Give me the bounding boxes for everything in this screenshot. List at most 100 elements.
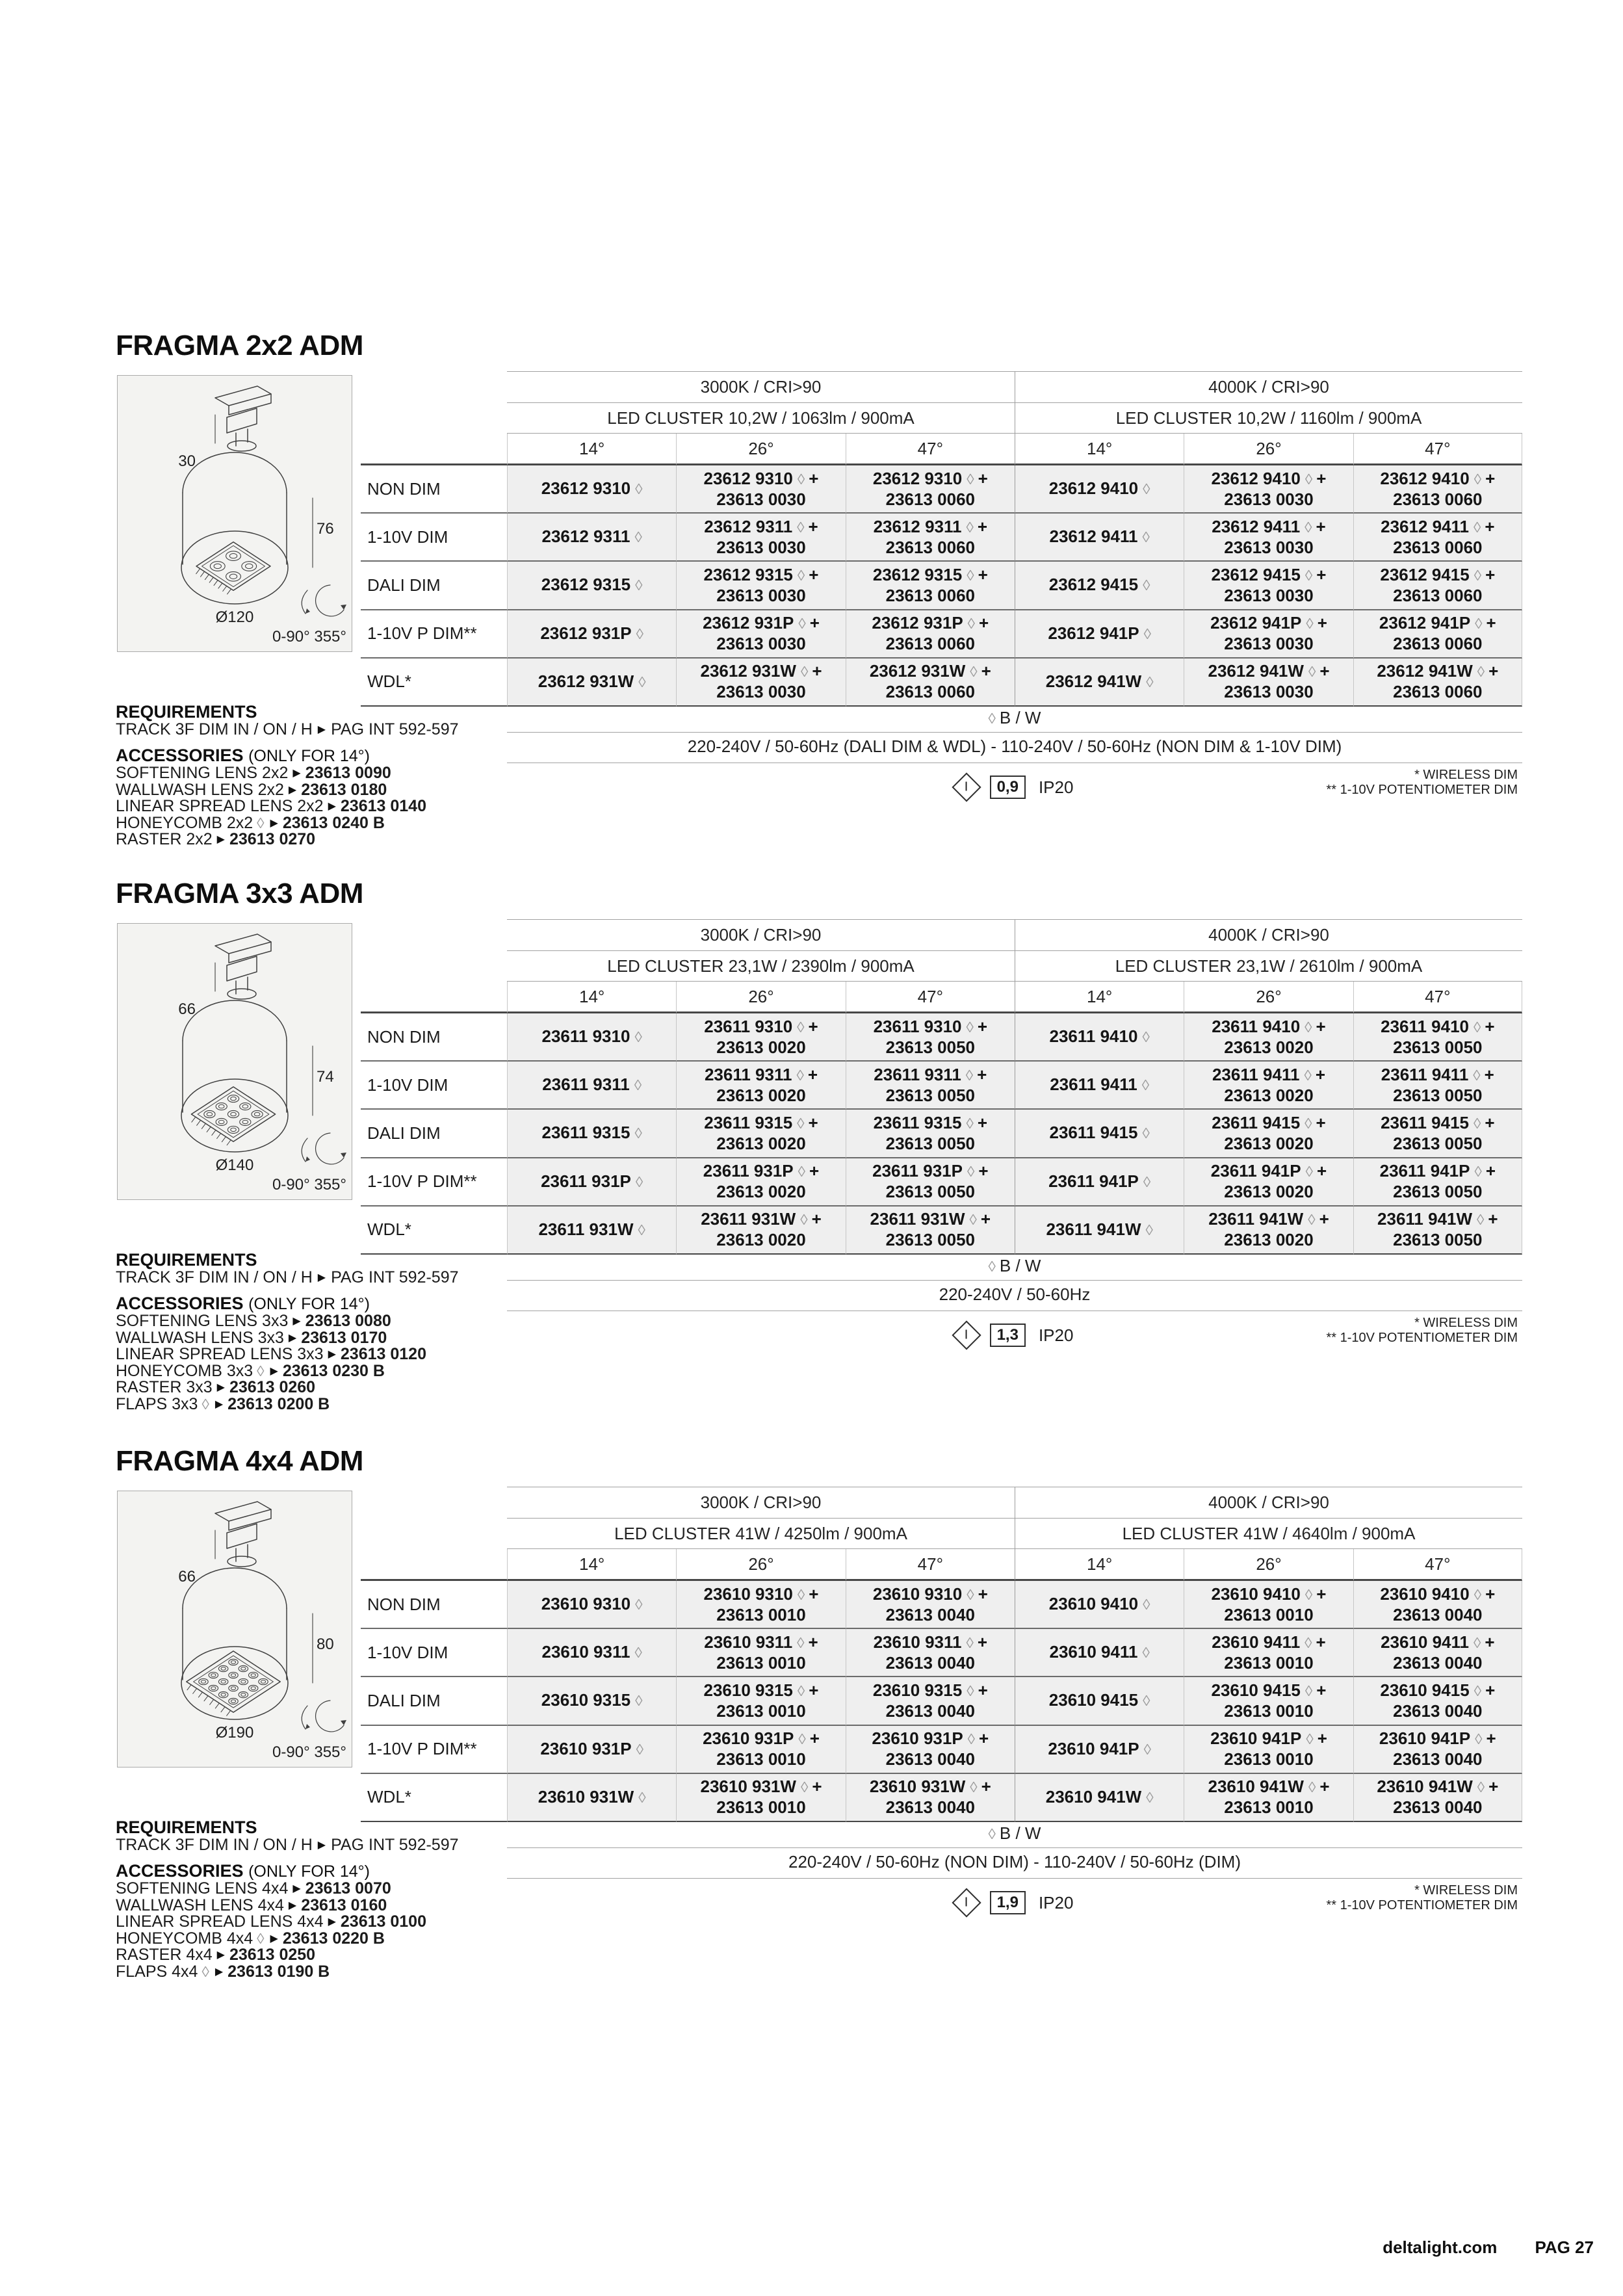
color-variant-diamond-icon: ◊ (967, 1163, 975, 1181)
order-code-cell: 23612 9411 ◊ +23613 0060 (1353, 514, 1522, 562)
code-line: 23611 9410 ◊ (1050, 1026, 1150, 1047)
order-code: 23610 9415 (1380, 1680, 1470, 1700)
accessory-code-line: 23613 0010 (1224, 1605, 1313, 1625)
color-variant-diamond-icon: ◊ (796, 1066, 804, 1084)
text: DALI DIM (367, 1123, 441, 1143)
product-diagram: 66 80 Ø190 0-90° 355° (117, 1491, 352, 1768)
voltage-note: 220-240V / 50-60Hz (507, 1285, 1522, 1305)
code-line: 23611 941W ◊ + (1377, 1209, 1498, 1230)
order-code-cell: 23611 941W ◊ (1015, 1206, 1184, 1255)
order-code-cell: 23610 931W ◊ +23613 0010 (676, 1773, 846, 1822)
accessory-order-code: 23613 0270 (229, 830, 316, 849)
beam-angle-header: 47° (845, 982, 1015, 1013)
order-code: 23612 9310 (872, 468, 963, 488)
text: 4000K / CRI>90 (1208, 1493, 1329, 1512)
code-line: 23611 941W ◊ (1046, 1220, 1152, 1240)
plus-sign: + (979, 613, 989, 633)
accessory-label: RASTER 4x4 (116, 1946, 213, 1964)
order-code-cell: 23610 941W ◊ +23613 0040 (1353, 1773, 1522, 1822)
order-code: 23611 931P (703, 1161, 794, 1181)
plus-sign: + (1485, 1016, 1495, 1036)
accessory-label: LINEAR SPREAD LENS 3x3 (116, 1345, 324, 1364)
accessory-label: SOFTENING LENS 3x3 (116, 1312, 289, 1330)
code-line: 23610 9410 ◊ + (1380, 1584, 1495, 1605)
voltage-note: 220-240V / 50-60Hz (DALI DIM & WDL) - 11… (507, 737, 1522, 757)
code-line: 23610 931P ◊ + (703, 1729, 820, 1749)
row-label: NON DIM (361, 1013, 507, 1062)
accessory-code: 23613 0040 (885, 1749, 976, 1769)
order-code: 23612 9311 (873, 516, 962, 536)
accessory-code: 23613 0060 (885, 682, 976, 702)
code-line: 23612 931W ◊ + (700, 661, 822, 682)
color-variant-diamond-icon: ◊ (800, 663, 809, 681)
order-code-cell: 23610 941P ◊ (1015, 1725, 1184, 1774)
accessory-order-code: 23613 0080 (305, 1312, 391, 1330)
accessory-code: 23613 0050 (885, 1230, 976, 1250)
row-label: WDL* (361, 1206, 507, 1255)
row-label: NON DIM (361, 1581, 507, 1630)
accessory-code: 23613 0010 (716, 1652, 806, 1673)
code-line: 23610 9415 ◊ + (1212, 1680, 1327, 1701)
order-code: 23612 9411 (1381, 516, 1470, 536)
text: 1-10V DIM (367, 527, 448, 547)
order-code-cell: 23612 9415 ◊ +23613 0030 (1184, 562, 1353, 610)
color-variant-diamond-icon: ◊ (634, 1028, 642, 1046)
section-title: FRAGMA 4x4 ADM (116, 1445, 363, 1477)
spacer (361, 371, 507, 403)
order-code: 23610 9315 (541, 1690, 631, 1710)
accessory-code: 23613 0050 (1393, 1182, 1483, 1202)
accessory-label: RASTER 3x3 (116, 1378, 213, 1397)
accessory-item: WALLWASH LENS 3x3 ▶ 23613 0170 (116, 1329, 459, 1347)
plus-sign: + (977, 1632, 988, 1652)
website-link[interactable]: deltalight.com (1383, 2237, 1498, 2257)
color-temp-header-right: 4000K / CRI>90 (1015, 919, 1522, 951)
order-code: 23611 941P (1048, 1171, 1139, 1191)
weight-kg: 0,9 (996, 778, 1019, 796)
code-line: 23612 9310 ◊ + (873, 469, 988, 489)
accessory-order-code: 23613 0230 B (282, 1361, 385, 1380)
accessory-code-line: 23613 0060 (886, 634, 975, 654)
color-variant-diamond-icon: ◊ (1474, 518, 1481, 536)
color-variant-diamond-icon: ◊ (1143, 577, 1150, 594)
order-code: 23611 9411 (1050, 1075, 1137, 1095)
rotation-range-label: 0-90° 355° (272, 1743, 346, 1761)
row-label: NON DIM (361, 465, 507, 514)
order-code: 23611 9310 (873, 1016, 962, 1036)
weight-kg: 1,3 (996, 1326, 1019, 1344)
order-code-cell: 23611 9415 ◊ +23613 0050 (1353, 1110, 1522, 1158)
accessory-item: LINEAR SPREAD LENS 2x2 ▶ 23613 0140 (116, 798, 459, 815)
code-line: 23611 9415 ◊ (1050, 1123, 1150, 1143)
accessory-code: 23613 0060 (1393, 537, 1483, 557)
accessory-code-line: 23613 0010 (1224, 1653, 1313, 1673)
plus-sign: + (981, 1777, 991, 1797)
plus-sign: + (978, 468, 988, 488)
accessory-code: 23613 0020 (1224, 1230, 1314, 1250)
order-code: 23611 9415 (1212, 1112, 1301, 1132)
order-code: 23611 941W (1046, 1219, 1141, 1239)
order-code-cell: 23612 9315 ◊ +23613 0060 (845, 562, 1015, 610)
accessory-code-line: 23613 0030 (716, 586, 805, 606)
text: 14° (1087, 1554, 1113, 1574)
accessory-code: 23613 0050 (885, 1085, 976, 1105)
plus-sign: + (809, 468, 819, 488)
order-code: 23612 941P (1210, 613, 1302, 633)
order-code-cell: 23611 941W ◊ +23613 0020 (1184, 1206, 1353, 1255)
voltage-note: 220-240V / 50-60Hz (NON DIM) - 110-240V … (507, 1852, 1522, 1872)
order-code-cell: 23610 931W ◊ (507, 1773, 677, 1822)
accessory-code-line: 23613 0020 (1224, 1134, 1313, 1154)
order-code-cell: 23612 941W ◊ +23613 0030 (1184, 658, 1353, 707)
color-variant-diamond-icon: ◊ (635, 1173, 643, 1190)
text: 3000K / CRI>90 (700, 925, 822, 945)
beam-angle-header: 14° (1015, 1549, 1184, 1581)
plus-sign: + (1316, 1680, 1327, 1700)
plus-sign: + (812, 1777, 822, 1797)
color-variant-diamond-icon: ◊ (967, 615, 976, 633)
code-line: 23610 941W ◊ (1046, 1787, 1154, 1808)
accessories-heading: ACCESSORIES (ONLY FOR 14°) (116, 746, 459, 765)
accessory-code: 23613 0050 (885, 1182, 976, 1202)
order-code: 23611 9415 (1049, 1123, 1138, 1143)
color-temp-header-right: 4000K / CRI>90 (1015, 1487, 1522, 1519)
accessory-code: 23613 0030 (716, 682, 806, 702)
plus-sign: + (1485, 1112, 1495, 1132)
order-code-cell: 23612 931W ◊ +23613 0030 (676, 658, 846, 707)
